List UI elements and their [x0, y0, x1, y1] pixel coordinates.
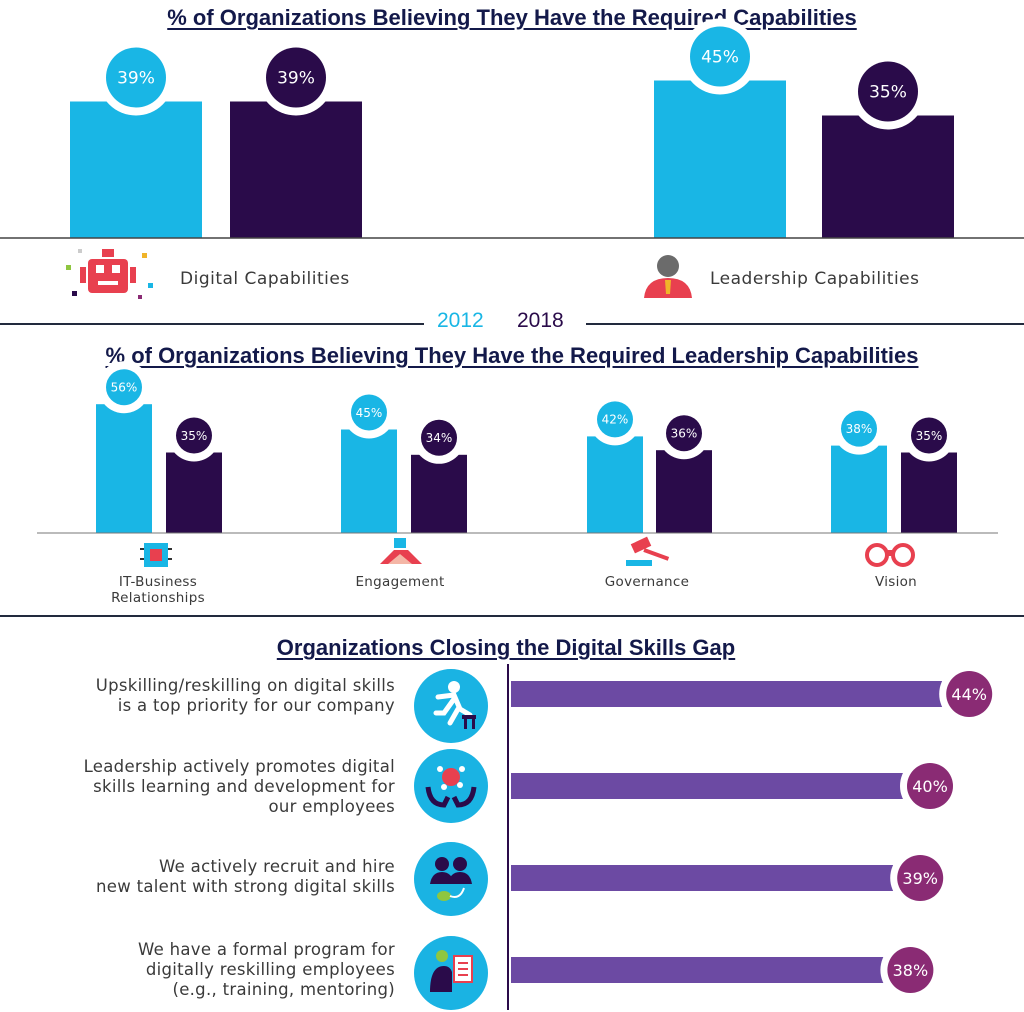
chart2-2012-3-bar: [831, 445, 887, 533]
people-mouse-icon: [414, 842, 488, 916]
chart3-bar-1: [511, 773, 903, 799]
chart2-2012-0-value-label: 56%: [111, 381, 138, 395]
chart1-2018-0-value-label: 39%: [277, 69, 315, 89]
chart2-2018-0-value-label: 35%: [181, 429, 208, 443]
skill-item-4-label: We have a formal program for digitally r…: [137, 940, 395, 999]
chart2-2018-1-badge: [421, 419, 457, 456]
divider-left: [0, 323, 424, 325]
chart2-2018-3-value-label: 35%: [916, 429, 943, 443]
leader-icon: [640, 252, 696, 298]
chart2-2012-1-bar: [341, 429, 397, 533]
chart1-plot: 39% 39% 45% 35%: [0, 18, 1024, 239]
chart3-title: Organizations Closing the Digital Skills…: [276, 635, 736, 660]
category-it-business-line1: IT-Business Relationships: [111, 574, 205, 606]
chart2-2018-3-badge: [911, 417, 947, 454]
hurdle-runner-icon: [414, 669, 488, 743]
chart1-2018-1-value-label: 35%: [869, 83, 907, 103]
chart2-2012-0-bar: [96, 404, 152, 533]
chart1-2018-0-badge: [266, 47, 326, 108]
chart2-2018-2-bar: [656, 450, 712, 533]
chart2-2018-1-bar: [411, 454, 467, 533]
hands-network-icon: [414, 749, 488, 823]
category-vision: Vision: [874, 574, 918, 590]
chart2-plot: 56% 35% 45% 34% 42% 36% 38% 35%: [37, 369, 998, 534]
divider-right: [586, 323, 1024, 325]
divider-2: [0, 615, 1024, 617]
skill-item-2-text: Leadership actively promotes digital ski…: [84, 757, 395, 817]
skill-item-1-label: Upskilling/reskilling on digital skills …: [95, 676, 395, 715]
chart1-2018-1-badge: [858, 61, 918, 122]
chart2-2012-2-bar: [587, 436, 643, 533]
chart2-2018-0-badge: [176, 417, 212, 454]
chart3-value-label-2: 39%: [902, 869, 938, 888]
chart2-2012-2-value-label: 42%: [602, 413, 629, 427]
chart3-bar-2: [511, 865, 894, 891]
skill-item-1-text: Upskilling/reskilling on digital skills …: [96, 676, 395, 716]
chart1-2012-0-value-label: 39%: [117, 69, 155, 89]
chart3-value-label-0: 44%: [951, 685, 987, 704]
chart1-2012-0-bar: [70, 101, 202, 238]
chart3-value-label-1: 40%: [912, 777, 948, 796]
chart2-2018-2-value-label: 36%: [671, 427, 698, 441]
category-it-business: IT-Business Relationships: [88, 574, 228, 606]
chart2-2018-2-badge: [666, 415, 702, 452]
category-leadership-capabilities: Leadership Capabilities: [710, 269, 920, 289]
chart2-2012-3-badge: [841, 410, 877, 447]
chart3-badge-3: [887, 947, 934, 993]
chart1-2012-1-value-label: 45%: [701, 48, 739, 68]
category-governance: Governance: [604, 574, 690, 590]
chart2-title: % of Organizations Believing They Have t…: [105, 343, 919, 368]
chart1-2018-0-bar: [230, 101, 362, 238]
skill-item-2-label: Leadership actively promotes digital ski…: [83, 757, 395, 816]
chart2-2012-0-badge: [106, 369, 142, 406]
chart1-2012-0-badge: [106, 47, 166, 108]
person-clipboard-icon: [414, 936, 488, 1010]
robot-icon: [62, 243, 160, 305]
chart1-2012-1-bar: [654, 80, 786, 238]
skill-item-3-label: We actively recruit and hire new talent …: [96, 857, 395, 896]
chart2-2012-2-badge: [597, 401, 633, 438]
chart1-2012-1-badge: [690, 26, 750, 87]
chart3-value-label-3: 38%: [893, 961, 929, 980]
skill-item-4-text: We have a formal program for digitally r…: [138, 940, 395, 1000]
skill-item-3-text: We actively recruit and hire new talent …: [96, 857, 395, 897]
chart2-2018-0-bar: [166, 452, 222, 533]
chart2-2012-1-badge: [351, 394, 387, 431]
chart3-badge-2: [897, 855, 944, 901]
chart1-2018-1-bar: [822, 115, 954, 238]
chart3-bar-3: [511, 957, 884, 983]
chart3-bar-0: [511, 681, 943, 707]
chart2-2012-3-value-label: 38%: [846, 422, 873, 436]
category-engagement: Engagement: [355, 574, 445, 590]
chart3-badge-1: [907, 763, 953, 809]
chart2-2018-1-value-label: 34%: [426, 431, 453, 445]
category-digital-capabilities: Digital Capabilities: [180, 269, 350, 289]
chart2-2012-1-value-label: 45%: [356, 406, 383, 420]
chart2-2018-3-bar: [901, 452, 957, 533]
legend-2012: 2012: [437, 309, 484, 332]
legend-2018: 2018: [517, 309, 564, 332]
chart3-badge-0: [946, 671, 993, 717]
